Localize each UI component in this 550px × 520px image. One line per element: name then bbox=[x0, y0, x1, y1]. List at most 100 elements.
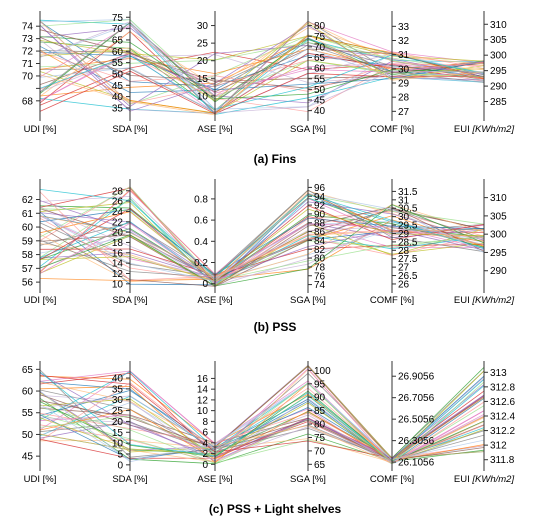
axis-label-eui: EUI [KWh/m2] bbox=[454, 124, 515, 135]
series-line bbox=[39, 21, 485, 114]
tick-label: 65 bbox=[314, 460, 326, 471]
tick-label: 31.5 bbox=[398, 187, 418, 198]
axis-label-comf: COMF [%] bbox=[370, 124, 414, 135]
series-line bbox=[39, 414, 485, 464]
tick-label: 76 bbox=[314, 271, 326, 282]
tick-label: 57 bbox=[22, 264, 34, 275]
series-line bbox=[39, 214, 485, 279]
tick-label: 70 bbox=[22, 71, 34, 82]
tick-label: 30 bbox=[398, 212, 410, 223]
tick-label: 30 bbox=[398, 64, 410, 75]
tick-label: 312.2 bbox=[490, 426, 515, 437]
tick-label: 26.5056 bbox=[398, 415, 435, 426]
tick-label: 55 bbox=[22, 408, 34, 419]
tick-label: 12 bbox=[112, 269, 124, 280]
axis-label-sga: SGA [%] bbox=[290, 124, 326, 135]
axis-label-comf: COMF [%] bbox=[370, 474, 414, 485]
tick-label: 31 bbox=[398, 50, 410, 61]
tick-label: 8 bbox=[202, 417, 208, 428]
tick-label: 6 bbox=[202, 428, 208, 439]
axis-label-comf: COMF [%] bbox=[370, 295, 414, 306]
caption-pss-light-shelves: (c) PSS + Light shelves bbox=[209, 502, 342, 516]
tick-label: 62 bbox=[22, 195, 34, 206]
series-line bbox=[39, 189, 485, 276]
tick-label: 26 bbox=[398, 279, 410, 290]
tick-label: 60 bbox=[22, 387, 34, 398]
axis-label-ase: ASE [%] bbox=[197, 124, 232, 135]
series-line bbox=[39, 191, 485, 281]
tick-label: 75 bbox=[112, 13, 124, 24]
series-line bbox=[39, 400, 485, 461]
series-line bbox=[39, 192, 485, 281]
tick-label: 295 bbox=[490, 248, 507, 259]
series-line bbox=[39, 395, 485, 463]
tick-label: 295 bbox=[490, 66, 507, 77]
tick-label: 312.6 bbox=[490, 397, 515, 408]
axis-label-eui: EUI [KWh/m2] bbox=[454, 295, 515, 306]
tick-label: 75 bbox=[314, 433, 326, 444]
tick-label: 12 bbox=[197, 395, 209, 406]
axis-label-ase: ASE [%] bbox=[197, 474, 232, 485]
series-line bbox=[39, 190, 485, 283]
tick-label: 95 bbox=[314, 379, 326, 390]
tick-label: 60 bbox=[112, 47, 124, 58]
tick-label: 312 bbox=[490, 441, 507, 452]
tick-label: 0.4 bbox=[194, 237, 208, 248]
tick-label: 26.1056 bbox=[398, 458, 435, 469]
tick-label: 10 bbox=[197, 91, 209, 102]
tick-label: 25 bbox=[197, 39, 209, 50]
tick-label: 14 bbox=[197, 385, 209, 396]
tick-label: 26 bbox=[112, 197, 124, 208]
tick-label: 28 bbox=[398, 246, 410, 257]
tick-label: 50 bbox=[22, 430, 34, 441]
series-line bbox=[39, 375, 485, 460]
tick-label: 94 bbox=[314, 192, 326, 203]
tick-label: 312.8 bbox=[490, 382, 515, 393]
tick-label: 31 bbox=[398, 195, 410, 206]
tick-label: 290 bbox=[490, 82, 507, 93]
tick-label: 311.8 bbox=[490, 455, 515, 466]
tick-label: 82 bbox=[314, 245, 326, 256]
tick-label: 80 bbox=[314, 420, 326, 431]
axis-label-udi: UDI [%] bbox=[24, 124, 57, 135]
tick-label: 20 bbox=[112, 228, 124, 239]
tick-label: 300 bbox=[490, 230, 507, 241]
tick-label: 0 bbox=[117, 460, 123, 471]
tick-label: 56 bbox=[22, 278, 34, 289]
axis-label-ase: ASE [%] bbox=[197, 295, 232, 306]
tick-label: 4 bbox=[202, 438, 208, 449]
series-line bbox=[39, 382, 485, 463]
tick-label: 92 bbox=[314, 201, 326, 212]
series-line bbox=[39, 34, 485, 116]
tick-label: 59 bbox=[22, 236, 34, 247]
series-line bbox=[39, 370, 485, 462]
tick-label: 29.5 bbox=[398, 221, 418, 232]
tick-label: 40 bbox=[112, 374, 124, 385]
series-line bbox=[39, 375, 485, 459]
tick-label: 35 bbox=[112, 384, 124, 395]
tick-label: 312.4 bbox=[490, 412, 515, 423]
tick-label: 2 bbox=[202, 449, 208, 460]
series-line bbox=[39, 208, 485, 276]
tick-label: 50 bbox=[314, 85, 326, 96]
tick-label: 20 bbox=[197, 56, 209, 67]
series-line bbox=[39, 214, 485, 282]
tick-label: 45 bbox=[112, 81, 124, 92]
tick-label: 305 bbox=[490, 35, 507, 46]
series-line bbox=[39, 205, 485, 283]
tick-label: 86 bbox=[314, 227, 326, 238]
axis-label-udi: UDI [%] bbox=[24, 474, 57, 485]
series-line bbox=[39, 193, 485, 286]
tick-label: 15 bbox=[112, 428, 124, 439]
tick-label: 55 bbox=[314, 74, 326, 85]
caption-fins: (a) Fins bbox=[254, 152, 297, 166]
tick-label: 90 bbox=[314, 209, 326, 220]
tick-label: 24 bbox=[112, 207, 124, 218]
tick-label: 16 bbox=[197, 374, 209, 385]
tick-label: 58 bbox=[22, 250, 34, 261]
series-line bbox=[39, 30, 485, 114]
tick-label: 74 bbox=[314, 280, 326, 291]
axis-label-udi: UDI [%] bbox=[24, 295, 57, 306]
